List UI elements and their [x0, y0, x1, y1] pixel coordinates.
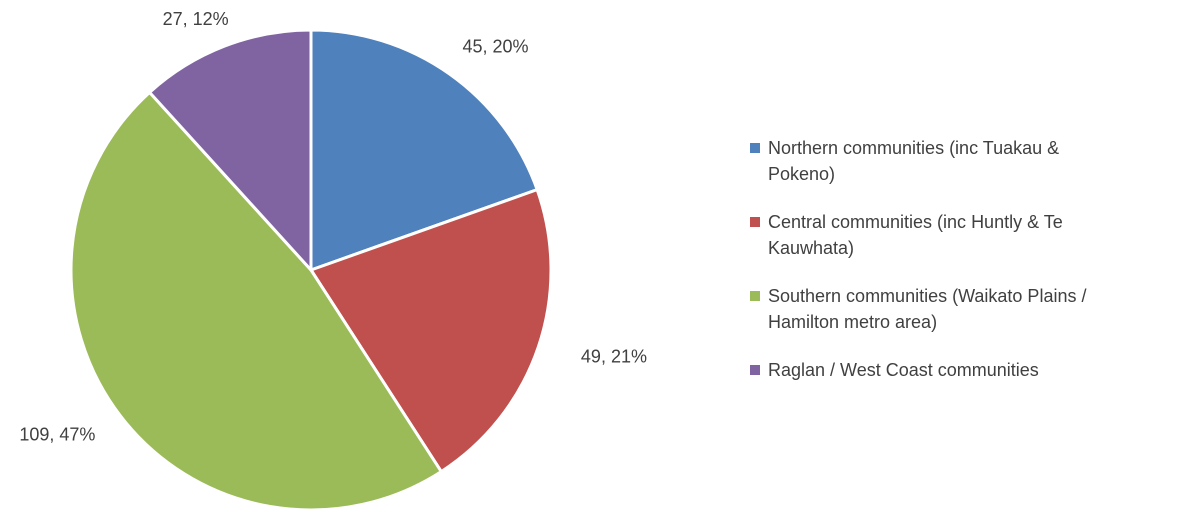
data-label: 49, 21%: [581, 346, 647, 366]
legend-swatch: [750, 217, 760, 227]
legend-item: Northern communities (inc Tuakau & Poken…: [750, 135, 1130, 187]
legend-item: Central communities (inc Huntly & Te Kau…: [750, 209, 1130, 261]
legend-label: Northern communities (inc Tuakau & Poken…: [768, 138, 1060, 184]
data-label: 27, 12%: [163, 9, 229, 29]
legend: Northern communities (inc Tuakau & Poken…: [750, 135, 1130, 405]
pie-slice: [69, 90, 444, 512]
legend-item: Raglan / West Coast communities: [750, 357, 1130, 383]
data-label: 109, 47%: [19, 425, 95, 445]
legend-swatch: [750, 365, 760, 375]
legend-item: Southern communities (Waikato Plains / H…: [750, 283, 1130, 335]
legend-label: Central communities (inc Huntly & Te Kau…: [768, 212, 1063, 258]
pie-slice: [308, 187, 553, 474]
legend-swatch: [750, 291, 760, 301]
legend-label: Southern communities (Waikato Plains / H…: [768, 286, 1087, 332]
chart: 45, 20% 49, 21% 109, 47% 27, 12%: [19, 9, 647, 512]
legend-swatch: [750, 143, 760, 153]
legend-label: Raglan / West Coast communities: [768, 360, 1039, 380]
data-label: 45, 20%: [463, 37, 529, 57]
pie-slice: [147, 28, 313, 274]
pie-slice: [309, 28, 540, 273]
